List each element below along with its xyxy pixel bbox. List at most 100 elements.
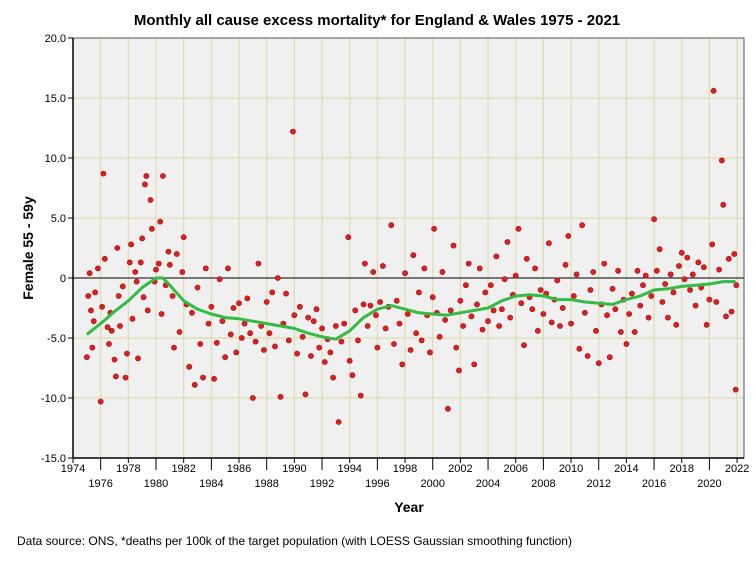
data-point	[468, 313, 475, 320]
x-tick-label: 2004	[476, 478, 500, 490]
x-tick-label: 2018	[670, 463, 694, 475]
data-point	[321, 359, 328, 365]
data-point	[415, 289, 422, 296]
data-point	[593, 327, 599, 334]
data-point	[429, 294, 436, 301]
data-point	[285, 337, 292, 344]
x-tick-label: 1988	[254, 478, 278, 490]
data-point	[388, 222, 395, 229]
x-tick-label: 2000	[420, 478, 444, 490]
data-point	[590, 269, 597, 275]
data-point	[450, 242, 457, 249]
data-point	[404, 311, 411, 317]
data-point	[345, 234, 352, 241]
data-point	[108, 327, 115, 334]
data-point	[194, 284, 201, 291]
data-point	[676, 263, 682, 269]
data-point	[562, 261, 569, 268]
data-point	[294, 350, 301, 357]
data-point	[457, 297, 464, 304]
x-tick-label: 2022	[725, 463, 749, 475]
data-point	[101, 255, 108, 262]
y-tick-label: -15.0	[41, 453, 66, 465]
data-point	[673, 321, 680, 328]
data-point	[504, 239, 511, 245]
data-point	[115, 293, 122, 299]
data-point	[173, 251, 180, 257]
data-point	[97, 398, 104, 405]
data-point	[565, 233, 572, 239]
x-tick-label: 1980	[144, 478, 168, 490]
data-point	[230, 305, 237, 311]
data-point	[211, 375, 218, 382]
data-point	[498, 306, 505, 313]
data-point	[529, 306, 536, 313]
x-tick-label: 1978	[116, 463, 140, 475]
data-point	[482, 289, 489, 296]
y-tick-label: 20.0	[45, 33, 66, 45]
data-point	[349, 372, 356, 379]
data-point	[370, 269, 377, 275]
x-tick-label: 2020	[697, 478, 721, 490]
data-point	[374, 344, 381, 351]
data-point	[645, 314, 652, 321]
data-point	[407, 347, 414, 353]
data-point	[153, 266, 159, 273]
data-point	[155, 260, 162, 267]
data-point	[272, 343, 278, 350]
data-point	[122, 374, 129, 381]
data-point	[213, 339, 220, 346]
data-point	[236, 300, 242, 307]
data-point	[410, 252, 417, 259]
data-point	[355, 337, 361, 344]
data-point	[709, 241, 716, 248]
data-point	[518, 300, 525, 307]
data-point	[501, 276, 508, 283]
data-point	[720, 201, 727, 208]
data-point	[493, 253, 500, 260]
data-point	[476, 265, 483, 272]
data-point	[507, 314, 514, 321]
data-point	[126, 259, 133, 266]
data-point	[132, 269, 139, 275]
x-tick-label: 1974	[61, 463, 85, 475]
data-point	[546, 240, 552, 247]
data-point	[165, 248, 172, 255]
data-point	[160, 173, 166, 179]
data-point	[338, 338, 345, 345]
data-point	[733, 282, 740, 289]
data-point	[142, 181, 148, 188]
data-point	[587, 287, 594, 293]
data-point	[189, 309, 195, 316]
data-point	[266, 330, 273, 337]
y-tick-label: 0	[60, 273, 66, 285]
data-point	[90, 318, 97, 325]
data-point	[659, 299, 666, 305]
data-point	[653, 267, 660, 274]
data-point	[678, 249, 685, 256]
data-point	[316, 344, 323, 351]
data-point	[380, 263, 386, 269]
data-point	[487, 282, 494, 289]
footnote: Data source: ONS, *deaths per 100k of th…	[17, 534, 572, 548]
data-point	[534, 327, 541, 334]
data-point	[681, 276, 688, 283]
data-point	[144, 307, 151, 314]
data-point	[670, 289, 677, 296]
data-point	[413, 330, 420, 337]
x-tick-label: 1992	[310, 478, 334, 490]
data-point	[496, 323, 503, 329]
data-point	[222, 354, 229, 361]
data-point	[335, 419, 342, 425]
data-point	[623, 341, 630, 347]
data-point	[710, 87, 717, 94]
data-point	[205, 320, 212, 327]
data-point	[197, 341, 204, 347]
data-point	[100, 170, 107, 177]
data-point	[244, 295, 251, 302]
x-tick-label: 1984	[199, 478, 223, 490]
data-point	[299, 333, 306, 340]
data-point	[86, 270, 93, 277]
data-point	[302, 391, 309, 398]
x-tick-label: 2006	[503, 463, 527, 475]
